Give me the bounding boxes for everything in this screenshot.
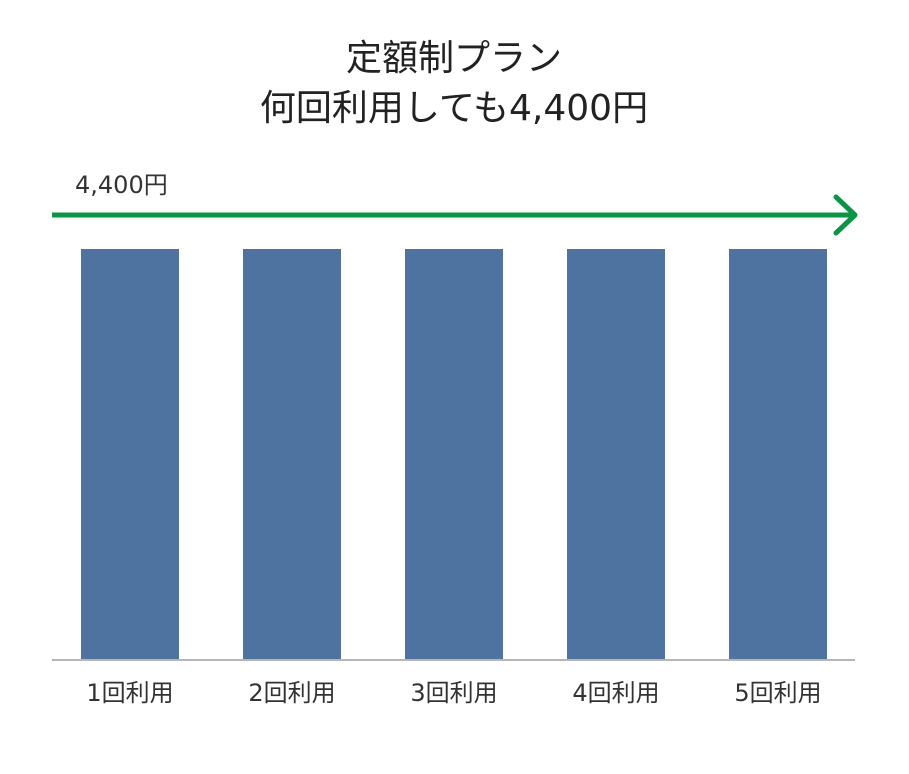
bar	[567, 249, 665, 659]
arrow	[52, 194, 858, 236]
arrow-head	[833, 194, 858, 236]
x-tick-label: 2回利用	[248, 679, 335, 707]
x-tick-label: 5回利用	[734, 679, 821, 707]
chart-title: 定額制プラン	[346, 38, 562, 79]
bar	[405, 249, 503, 659]
annotation: 4,400円	[75, 171, 168, 199]
bar	[729, 249, 827, 659]
bar	[81, 249, 179, 659]
x-tick-label: 4回利用	[572, 679, 659, 707]
x-tick-label: 3回利用	[410, 679, 497, 707]
bar	[243, 249, 341, 659]
chart-title: 何回利用しても4,400円	[260, 88, 648, 129]
x-tick-label: 1回利用	[86, 679, 173, 707]
